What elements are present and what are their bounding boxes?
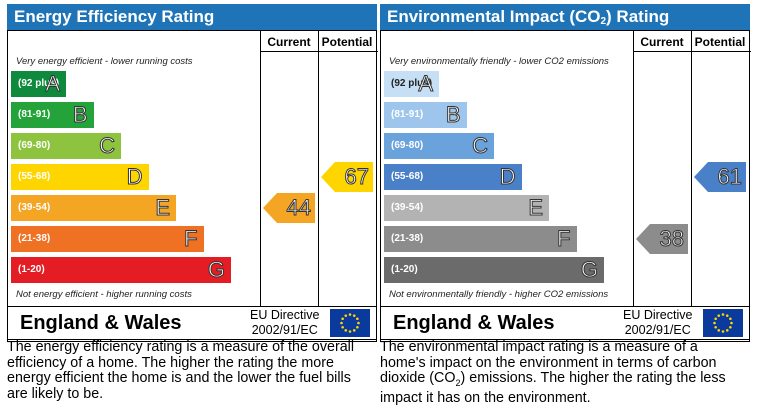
eu-flag-icon [330, 309, 370, 337]
band-letter: D [499, 164, 516, 190]
band-letter: B [72, 102, 88, 128]
band-range-label: (81-91) [18, 109, 51, 120]
column-divider [691, 31, 692, 307]
band-range-label: (92 plus) [18, 78, 60, 89]
environmental-description: The environmental impact rating is a mea… [380, 339, 742, 407]
band-range-label: (55-68) [18, 171, 51, 182]
directive-line-1: EU Directive [623, 308, 693, 322]
directive-line-1: EU Directive [250, 308, 320, 322]
band-f: (21-38) F [11, 226, 204, 252]
top-note: Very environmentally friendly - lower CO… [389, 56, 609, 67]
footer-divider [381, 306, 749, 307]
band-letter: G [207, 257, 225, 283]
footer: England & Wales EU Directive 2002/91/EC [7, 306, 377, 342]
energy-description: The energy efficiency rating is a measur… [7, 339, 355, 402]
band-d: (55-68) D [384, 164, 522, 190]
eu-flag-icon [703, 309, 743, 337]
eu-directive: EU Directive 2002/91/EC [250, 308, 319, 338]
current-rating-arrow: 44 [263, 193, 315, 223]
band-a: (92 plus) A [11, 71, 66, 97]
column-divider [633, 31, 634, 307]
footer: England & Wales EU Directive 2002/91/EC [380, 306, 750, 342]
current-column-header: Current [640, 35, 684, 49]
country-label: England & Wales [393, 312, 555, 334]
band-letter: F [184, 226, 198, 252]
band-letter: B [445, 102, 461, 128]
column-divider [318, 31, 319, 307]
band-e: (39-54) E [11, 195, 176, 221]
potential-rating-arrow: 61 [694, 162, 746, 192]
country-label: England & Wales [20, 312, 182, 334]
band-letter: F [557, 226, 571, 252]
title-subscript: 2 [600, 16, 607, 27]
band-letter: G [580, 257, 598, 283]
potential-column-header: Potential [321, 35, 373, 49]
energy-efficiency-panel: Energy Efficiency Rating Current Potenti… [7, 4, 378, 344]
header-divider [260, 51, 378, 52]
band-letter: A [418, 71, 434, 97]
band-g: (1-20) G [11, 257, 231, 283]
band-range-label: (21-38) [18, 233, 51, 244]
directive-line-2: 2002/91/EC [624, 323, 691, 337]
band-g: (1-20) G [384, 257, 604, 283]
band-e: (39-54) E [384, 195, 549, 221]
panel-title: Energy Efficiency Rating [7, 4, 377, 30]
band-c: (69-80) C [384, 133, 494, 159]
band-range-label: (69-80) [391, 140, 424, 151]
band-range-label: (92 plus) [391, 78, 433, 89]
band-letter: C [99, 133, 116, 159]
potential-rating-arrow: 67 [321, 162, 373, 192]
rating-chart-box: Current Potential Very environmentally f… [380, 30, 751, 340]
band-a: (92 plus) A [384, 71, 439, 97]
current-column-header: Current [267, 35, 311, 49]
band-letter: D [126, 164, 143, 190]
band-letter: E [155, 195, 171, 221]
top-note: Very energy efficient - lower running co… [16, 56, 193, 67]
bottom-note: Not environmentally friendly - higher CO… [389, 289, 609, 300]
title-main: Environmental Impact (CO [387, 7, 601, 26]
band-d: (55-68) D [11, 164, 149, 190]
column-divider [260, 31, 261, 307]
bottom-note: Not energy efficient - higher running co… [16, 289, 192, 300]
band-range-label: (1-20) [391, 264, 418, 275]
eu-directive: EU Directive 2002/91/EC [623, 308, 692, 338]
potential-column-header: Potential [694, 35, 746, 49]
potential-rating-value: 67 [344, 164, 370, 190]
panel-title: Environmental Impact (CO2) Rating [380, 4, 750, 30]
description-subscript: 2 [455, 377, 461, 388]
current-rating-value: 44 [286, 195, 312, 221]
band-range-label: (39-54) [18, 202, 51, 213]
header-divider [633, 51, 751, 52]
band-f: (21-38) F [384, 226, 577, 252]
band-letter: A [45, 71, 61, 97]
potential-rating-value: 61 [717, 164, 743, 190]
band-b: (81-91) B [11, 102, 94, 128]
band-range-label: (39-54) [391, 202, 424, 213]
band-range-label: (81-91) [391, 109, 424, 120]
band-range-label: (69-80) [18, 140, 51, 151]
band-range-label: (55-68) [391, 171, 424, 182]
rating-chart-box: Current Potential Very energy efficient … [7, 30, 378, 340]
directive-line-2: 2002/91/EC [251, 323, 318, 337]
band-letter: E [528, 195, 544, 221]
band-c: (69-80) C [11, 133, 121, 159]
current-rating-value: 38 [659, 226, 685, 252]
description-part-1: The environmental impact rating is a mea… [380, 339, 717, 386]
current-rating-arrow: 38 [636, 224, 688, 254]
band-range-label: (21-38) [391, 233, 424, 244]
description-part-2: ) emissions. The higher the rating the l… [380, 370, 726, 407]
band-letter: C [472, 133, 489, 159]
environmental-impact-panel: Environmental Impact (CO2) Rating Curren… [380, 4, 751, 344]
footer-divider [8, 306, 376, 307]
band-b: (81-91) B [384, 102, 467, 128]
band-range-label: (1-20) [18, 264, 45, 275]
title-end: ) Rating [606, 7, 670, 26]
